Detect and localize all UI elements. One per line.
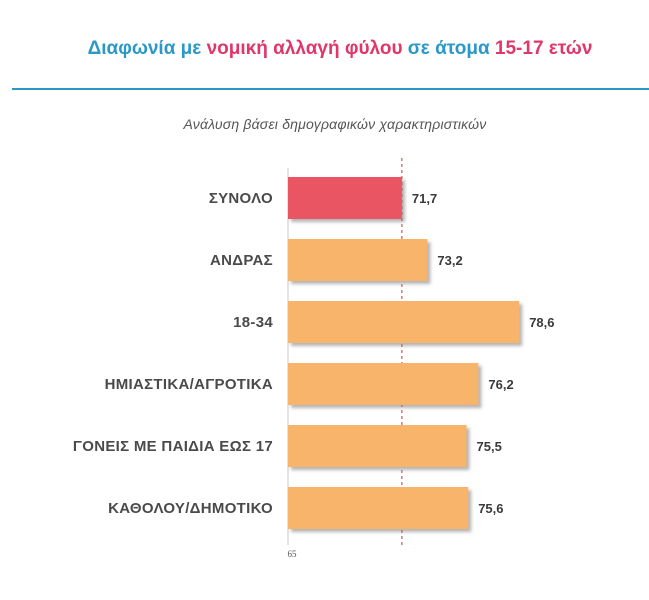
chart-title: Διαφωνία με νομική αλλαγή φύλου σε άτομα…	[0, 38, 649, 60]
bar	[288, 363, 479, 405]
x-tick-label: 65	[288, 549, 298, 559]
category-label: ΣΥΝΟΛΟ	[209, 190, 273, 207]
value-label: 73,2	[437, 253, 462, 268]
title-part: νομική αλλαγή φύλου	[206, 38, 403, 59]
chart-subtitle: Ανάλυση βάσει δημογραφικών χαρακτηριστικ…	[183, 116, 487, 132]
title-part: σε άτομα	[402, 38, 495, 59]
value-label: 71,7	[412, 191, 437, 206]
bar	[288, 239, 428, 281]
bar	[288, 177, 402, 219]
title-divider	[12, 88, 649, 90]
value-label: 75,5	[477, 439, 502, 454]
category-label: ΓΟΝΕΙΣ ΜΕ ΠΑΙΔΙΑ ΕΩΣ 17	[73, 438, 273, 455]
bar	[288, 487, 469, 529]
value-label: 76,2	[488, 377, 513, 392]
category-label: 18-34	[233, 314, 273, 331]
title-part: Διαφωνία με	[87, 38, 207, 59]
category-label: ΚΑΘΟΛΟΥ/ΔΗΜΟΤΙΚΟ	[108, 500, 273, 517]
bar	[288, 425, 467, 467]
value-label: 78,6	[529, 315, 554, 330]
bar	[288, 301, 520, 343]
category-label: ΗΜΙΑΣΤΙΚΑ/ΑΓΡΟΤΙΚΑ	[105, 376, 273, 393]
category-label: ΑΝΔΡΑΣ	[210, 252, 273, 269]
title-part: 15-17 ετών	[494, 38, 593, 59]
value-label: 75,6	[478, 501, 503, 516]
